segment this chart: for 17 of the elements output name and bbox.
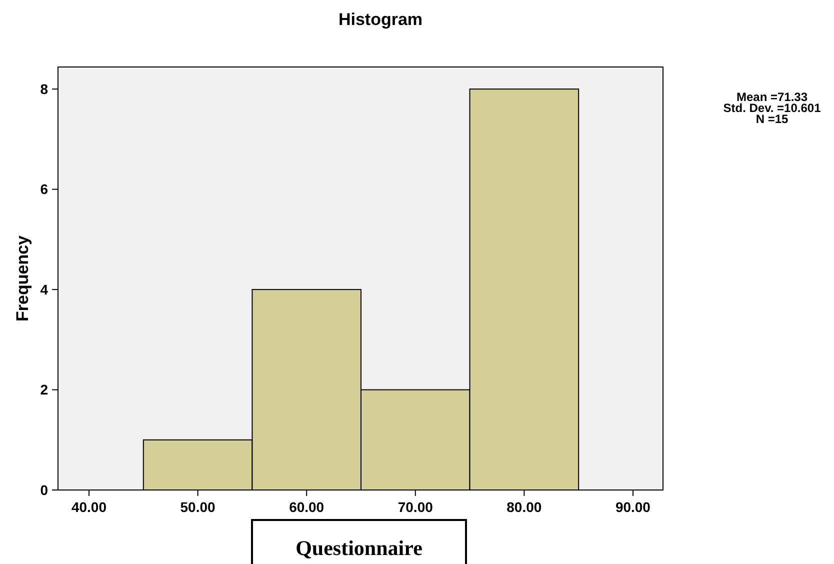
text: N =15 [756,112,788,126]
x-tick-label: 80.00 [506,499,542,515]
x-tick-label: 50.00 [180,499,216,515]
x-tick-label: 90.00 [615,499,651,515]
y-tick-label: 2 [40,382,48,398]
y-axis-title: Frequency [13,234,32,322]
y-tick-label: 6 [40,181,48,198]
x-axis-title: Questionnaire [296,536,422,560]
text: Std. Dev. =10.601 [723,101,822,115]
y-tick-label: 4 [40,281,48,298]
y-tick-label: 0 [40,482,48,498]
x-tick-label: 70.00 [398,499,434,515]
y-tick-label: 8 [40,80,48,97]
text: Mean =71.33 [736,90,808,104]
x-tick-label: 60.00 [289,499,324,515]
x-tick-label: 40.00 [71,499,107,515]
chart-title: Histogram [338,10,423,29]
